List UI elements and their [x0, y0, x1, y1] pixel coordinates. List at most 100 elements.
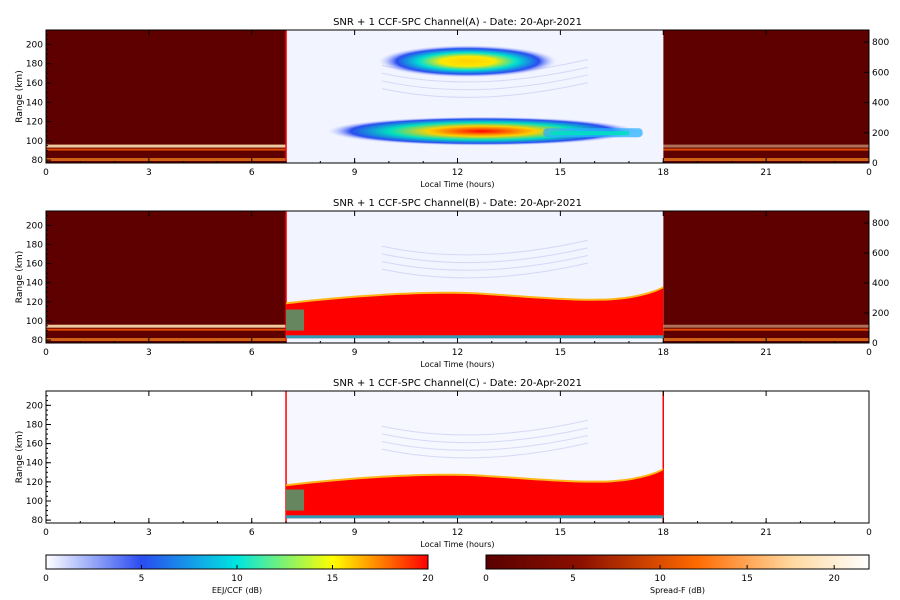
x-tick-label: 12 [452, 528, 463, 538]
chart-title: SNR + 1 CCF-SPC Channel(B) - Date: 20-Ap… [333, 198, 582, 209]
spread-f-streak [663, 324, 869, 328]
x-tick-label: 18 [658, 168, 670, 178]
y-tick-label: 180 [26, 240, 43, 250]
y-tick-label: 200 [26, 221, 43, 231]
arc-echo [381, 82, 588, 98]
colorbar-tick-label: 5 [139, 574, 145, 584]
colorbar-label: Spread-F (dB) [650, 586, 705, 595]
y-tick-label: 100 [26, 497, 43, 507]
echo-region-base [286, 335, 664, 339]
spread-f-streak [663, 148, 869, 151]
spread-f-streak [46, 328, 287, 331]
y-tick-label: 80 [32, 516, 44, 526]
right-tick-label: 800 [872, 38, 889, 48]
colorbar-tick-label: 10 [654, 574, 666, 584]
spread-f-streak [46, 338, 287, 341]
y-tick-label: 160 [26, 79, 43, 89]
right-tick-label: 0 [872, 339, 878, 349]
panel-a: SNR + 1 CCF-SPC Channel(A) - Date: 20-Ap… [15, 17, 889, 189]
arc-echo [381, 435, 588, 451]
y-axis-label: Range (km) [15, 251, 25, 303]
x-tick-label: 0 [43, 348, 49, 358]
colorbar-eej: 0 5 10 15 20 EEJ/CCF (dB) [43, 554, 434, 595]
arc-echo [381, 442, 588, 459]
arc-echo [381, 66, 588, 83]
right-tick-label: 200 [872, 309, 889, 319]
y-tick-label: 180 [26, 60, 43, 70]
colorbar-tick-label: 5 [570, 574, 576, 584]
y-tick-label: 140 [26, 98, 43, 108]
echo-region [286, 288, 664, 339]
echo-region-base [286, 515, 664, 519]
echo-region-onset [286, 489, 305, 511]
x-tick-label: 0 [866, 348, 872, 358]
colorbar-gradient [485, 554, 870, 570]
arc-echo [381, 239, 588, 256]
spread-f-streak [46, 144, 287, 148]
colorbar-tick-label: 10 [231, 574, 243, 584]
y-tick-label: 180 [26, 420, 43, 430]
x-tick-label: 0 [866, 168, 872, 178]
x-tick-label: 9 [352, 348, 358, 358]
colorbar-spread-f: 0 5 10 15 20 Spread-F (dB) [483, 554, 870, 595]
x-tick-label: 21 [760, 348, 771, 358]
x-tick-label: 0 [866, 528, 872, 538]
echo-region-onset [286, 309, 305, 331]
colorbar-label: EEJ/CCF (dB) [212, 586, 262, 595]
y-tick-label: 80 [32, 156, 44, 166]
x-tick-label: 12 [452, 168, 463, 178]
arc-echo [381, 247, 588, 264]
spread-f-streak [46, 158, 287, 161]
colorbar-tick-label: 20 [422, 574, 434, 584]
x-tick-label: 6 [249, 348, 255, 358]
x-tick-label: 12 [452, 348, 463, 358]
arc-echo [381, 255, 588, 271]
y-tick-label: 120 [26, 118, 43, 128]
echo-tail [550, 131, 629, 136]
right-tick-label: 600 [872, 68, 889, 78]
x-tick-label: 6 [249, 168, 255, 178]
spread-f-block [46, 211, 287, 343]
x-tick-label: 6 [249, 528, 255, 538]
x-tick-label: 18 [658, 348, 670, 358]
y-tick-label: 120 [26, 298, 43, 308]
x-tick-label: 0 [43, 168, 49, 178]
x-tick-label: 3 [146, 528, 152, 538]
arc-echo [381, 262, 588, 279]
y-tick-label: 80 [32, 336, 44, 346]
right-tick-label: 800 [872, 219, 889, 229]
right-tick-label: 600 [872, 249, 889, 259]
y-tick-label: 160 [26, 260, 43, 270]
right-tick-label: 0 [872, 159, 878, 169]
y-tick-label: 160 [26, 440, 43, 450]
x-axis-label: Local Time (hours) [420, 360, 494, 369]
echo-region [378, 45, 557, 78]
y-tick-label: 100 [26, 317, 43, 327]
x-axis-label: Local Time (hours) [420, 180, 494, 189]
x-tick-label: 15 [555, 528, 566, 538]
colorbar-tick-label: 20 [828, 574, 840, 584]
x-axis-label: Local Time (hours) [420, 540, 494, 549]
chart-title: SNR + 1 CCF-SPC Channel(C) - Date: 20-Ap… [333, 378, 582, 389]
y-axis-label: Range (km) [15, 431, 25, 483]
y-tick-label: 120 [26, 478, 43, 488]
x-tick-label: 3 [146, 348, 152, 358]
right-tick-label: 400 [872, 279, 889, 289]
y-tick-label: 100 [26, 137, 43, 147]
arc-echo [381, 427, 588, 444]
echo-region [286, 470, 664, 519]
colorbar-tick-label: 15 [327, 574, 338, 584]
spread-f-block [46, 30, 287, 163]
x-tick-label: 21 [760, 168, 771, 178]
x-tick-label: 15 [555, 348, 566, 358]
spread-f-streak [663, 328, 869, 331]
x-tick-label: 0 [43, 528, 49, 538]
colorbar-tick-label: 0 [483, 574, 489, 584]
spread-f-streak [663, 144, 869, 148]
x-tick-label: 9 [352, 168, 358, 178]
y-tick-label: 200 [26, 401, 43, 411]
y-tick-label: 200 [26, 40, 43, 50]
x-tick-label: 3 [146, 168, 152, 178]
arc-echo [381, 74, 588, 91]
